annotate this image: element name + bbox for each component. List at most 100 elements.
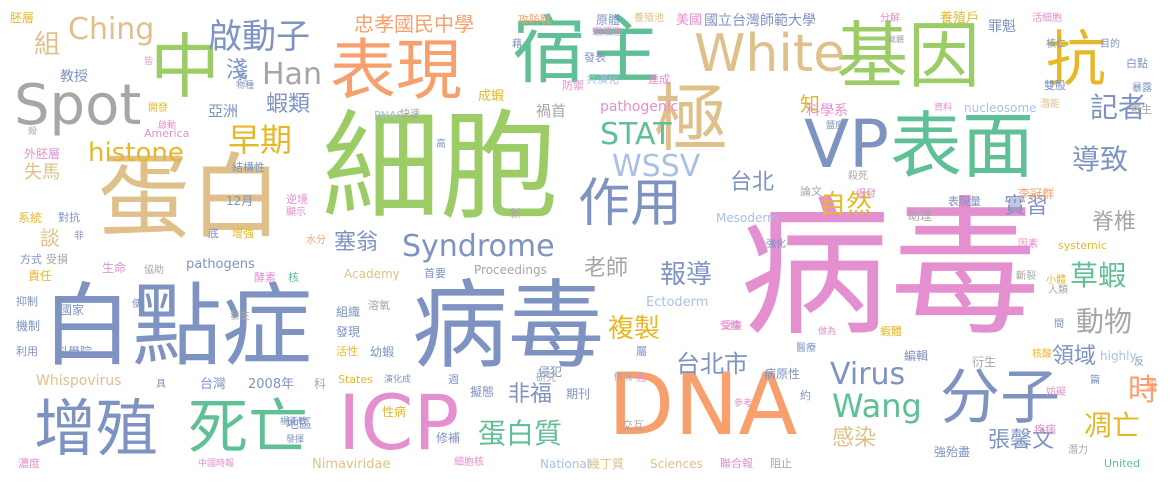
word: 水分	[306, 236, 326, 246]
word: 間	[1054, 320, 1064, 330]
word: 情況	[614, 374, 632, 383]
word: 具	[156, 380, 166, 390]
word: Ching	[68, 15, 154, 45]
word: 組	[34, 32, 60, 58]
word: 載體	[888, 36, 904, 44]
word: 組織	[336, 306, 360, 318]
word: 啟動子	[208, 20, 310, 54]
word: 受傷	[722, 322, 742, 332]
word: histone	[88, 140, 184, 166]
word: 核酸	[1032, 350, 1052, 360]
word: 12月	[226, 195, 253, 207]
word: Mesoderm	[716, 212, 779, 224]
word: 罪魁	[988, 20, 1016, 34]
word: 編輯	[904, 350, 928, 362]
word: 失馬	[24, 164, 60, 182]
word: 科學系	[806, 104, 848, 118]
word: States	[338, 374, 373, 385]
word: Proceedings	[474, 264, 547, 276]
word: 凋亡	[1084, 412, 1140, 440]
word: 因素	[1018, 240, 1038, 250]
word: 蝦	[1146, 380, 1157, 391]
word: 白點	[1126, 58, 1148, 69]
word: 分子	[940, 368, 1060, 428]
word: nucleosome	[964, 102, 1037, 114]
word: 斷裂	[1016, 272, 1036, 282]
word: 篇	[1090, 376, 1100, 386]
word: 表現	[330, 38, 462, 104]
word: 參考	[734, 400, 752, 409]
word: 性病	[382, 406, 406, 418]
word: ICP	[338, 385, 459, 461]
word: 領域	[1052, 346, 1096, 368]
word: 寄生	[1130, 104, 1152, 115]
word: 論文	[800, 186, 822, 197]
word: 科學院	[56, 346, 92, 358]
word: 病毒	[412, 278, 604, 374]
word: 忠孝國民中學	[354, 14, 474, 34]
word: 強	[934, 446, 946, 458]
word: VP	[804, 112, 889, 178]
word: 亞洲	[208, 104, 238, 119]
word: 蝦細胞	[592, 28, 622, 38]
word: 複製	[608, 316, 660, 342]
word: Nimaviridae	[312, 458, 390, 471]
word: 便	[132, 300, 142, 310]
word: 逆境	[286, 194, 308, 205]
word: 病原性	[764, 368, 800, 380]
word: 潛能	[1040, 100, 1060, 110]
word: 強化	[766, 240, 786, 250]
word: Syndrome	[402, 232, 555, 262]
word: 衍生	[972, 356, 996, 368]
word: 活性	[336, 346, 358, 357]
word: 非	[74, 232, 84, 242]
word: pathogens	[186, 258, 255, 271]
word: 李冠群	[1018, 188, 1054, 200]
word: WSSV	[612, 152, 700, 182]
word: 妨礙	[1046, 388, 1066, 398]
word: 幾丁質	[588, 458, 624, 470]
word: 台灣	[200, 378, 226, 391]
word: 幼蝦	[370, 346, 394, 358]
word: 殆盡	[946, 446, 970, 458]
word: 快速	[400, 110, 420, 120]
word: 藉	[512, 40, 522, 50]
word: 成蝦	[478, 90, 504, 103]
word: 感染	[832, 428, 876, 450]
word: 約	[800, 390, 811, 401]
word: 人類	[1048, 286, 1068, 296]
word: 暴露	[1132, 84, 1152, 94]
word: 爆發	[856, 190, 876, 200]
word: 2008年	[248, 378, 294, 391]
word: 中國時報	[198, 460, 234, 469]
word: 溶氧	[368, 300, 390, 311]
word: 資料	[934, 104, 952, 113]
word: 新	[510, 208, 521, 219]
word: 國家	[60, 304, 84, 316]
word: 開發	[148, 104, 168, 114]
word: 協助	[144, 266, 164, 276]
word: systemic	[1058, 240, 1107, 251]
word: 細胞核	[454, 458, 484, 468]
word: 抑制	[16, 296, 38, 307]
word: 週	[448, 374, 459, 385]
word: 分解	[880, 14, 900, 24]
word: 塞翁	[334, 232, 378, 254]
word: 生命	[102, 262, 126, 274]
word: 外胚層	[24, 148, 60, 160]
word: 屬	[636, 346, 647, 357]
word: 演化成	[384, 376, 411, 385]
word: 對抗	[58, 212, 80, 223]
word: 顯示	[286, 208, 306, 218]
word: 疾病	[1034, 424, 1056, 435]
word: 養殖戶	[940, 12, 979, 25]
word: 細胞	[322, 108, 558, 226]
word: 助理	[908, 210, 932, 222]
word: Han	[262, 60, 322, 90]
word: 癌	[636, 374, 646, 384]
word: 國立台灣師範大學	[704, 14, 816, 28]
word: 發揮	[286, 436, 304, 445]
word: 科	[314, 378, 326, 390]
word: Whispovirus	[36, 374, 121, 388]
word: 小體	[1046, 276, 1066, 286]
